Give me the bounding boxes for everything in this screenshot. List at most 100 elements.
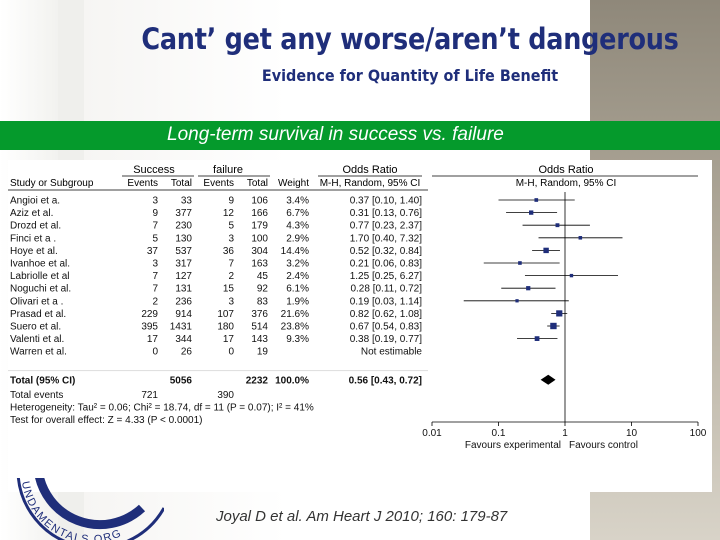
study-failure-events: 5	[228, 221, 234, 232]
header-success-total: Total	[171, 178, 192, 189]
study-success-events: 395	[141, 322, 158, 333]
logo-seal-arc	[16, 478, 164, 540]
overall-effect-text: Test for overall effect: Z = 4.33 (P < 0…	[10, 415, 203, 426]
study-name: Finci et a .	[10, 233, 56, 244]
header-method: M-H, Random, 95% CI	[320, 178, 421, 189]
study-ci: 0.77 [0.23, 2.37]	[350, 221, 423, 232]
study-success-total: 317	[175, 259, 192, 270]
study-name: Ivanhoe et al.	[10, 259, 70, 270]
study-ci: 0.28 [0.11, 0.72]	[350, 284, 422, 295]
study-weight: 2.9%	[286, 233, 309, 244]
favours-experimental-label: Favours experimental	[465, 440, 561, 451]
study-failure-events: 15	[223, 284, 235, 295]
slide-title: Cant’ get any worse/aren’t dangerous	[141, 22, 679, 56]
study-success-total: 131	[175, 284, 192, 295]
study-name: Drozd et al.	[10, 221, 61, 232]
study-name: Suero et al.	[10, 322, 61, 333]
study-name: Prasad et al.	[10, 309, 66, 320]
study-failure-events: 0	[228, 347, 234, 358]
point-estimate	[543, 247, 549, 254]
header-odds-ratio-plot: Odds Ratio	[538, 164, 593, 176]
study-ci: 0.82 [0.62, 1.08]	[350, 309, 423, 320]
study-weight: 4.3%	[286, 221, 309, 232]
study-success-events: 2	[152, 296, 158, 307]
study-ci: 0.67 [0.54, 0.83]	[350, 322, 423, 333]
study-failure-events: 17	[223, 334, 235, 345]
slide-subtitle: Evidence for Quantity of Life Benefit	[261, 66, 559, 85]
study-ci: 0.37 [0.10, 1.40]	[350, 196, 423, 207]
study-failure-events: 36	[223, 246, 235, 257]
header-weight: Weight	[278, 178, 309, 189]
heterogeneity-text: Heterogeneity: Tau² = 0.06; Chi² = 18.74…	[10, 403, 314, 414]
x-tick-label: 1	[562, 428, 568, 439]
study-failure-total: 179	[251, 221, 268, 232]
study-failure-total: 106	[251, 196, 268, 207]
study-ci: 1.25 [0.25, 6.27]	[350, 271, 423, 282]
study-success-events: 229	[141, 309, 158, 320]
study-success-events: 7	[152, 221, 158, 232]
total-name: Total (95% CI)	[10, 375, 75, 386]
study-failure-total: 83	[257, 296, 269, 307]
banner: Long-term survival in success vs. failur…	[0, 121, 720, 150]
study-weight: 6.7%	[286, 208, 309, 219]
study-name: Hoye et al.	[10, 246, 58, 257]
study-failure-events: 9	[228, 196, 234, 207]
study-weight: 21.6%	[281, 309, 309, 320]
study-success-total: 1431	[170, 322, 193, 333]
study-name: Warren et al.	[10, 347, 67, 358]
study-success-total: 236	[175, 296, 192, 307]
study-name: Noguchi et al.	[10, 284, 71, 295]
study-success-events: 9	[152, 208, 158, 219]
study-failure-total: 166	[251, 208, 268, 219]
study-ci: 1.70 [0.40, 7.32]	[350, 233, 423, 244]
point-estimate	[556, 310, 563, 317]
point-estimate	[578, 236, 583, 240]
study-success-events: 7	[152, 271, 158, 282]
study-failure-total: 304	[251, 246, 268, 257]
header-failure-events: Events	[203, 178, 234, 189]
point-estimate	[534, 336, 540, 341]
x-tick-label: 0.1	[492, 428, 506, 439]
forest-plot-figure: Success failure Odds Ratio Odds Ratio St…	[8, 160, 712, 492]
point-estimate	[529, 210, 534, 215]
summary-diamond	[540, 374, 556, 385]
study-failure-total: 92	[257, 284, 269, 295]
point-estimate	[526, 286, 531, 291]
study-success-events: 0	[152, 347, 158, 358]
header-plot-method: M-H, Random, 95% CI	[516, 178, 617, 189]
point-estimate	[550, 322, 557, 330]
study-success-events: 3	[152, 259, 158, 270]
point-estimate	[534, 198, 539, 202]
study-name: Olivari et a .	[10, 296, 63, 307]
total-events-failure: 390	[217, 390, 234, 401]
study-failure-events: 107	[217, 309, 234, 320]
study-failure-total: 19	[257, 347, 269, 358]
study-failure-events: 2	[228, 271, 234, 282]
point-estimate	[569, 273, 574, 278]
study-weight: 3.2%	[286, 259, 309, 270]
study-success-total: 344	[175, 334, 192, 345]
study-weight: 14.4%	[281, 246, 309, 257]
study-success-total: 127	[175, 271, 192, 282]
study-success-total: 377	[175, 208, 192, 219]
study-success-events: 17	[147, 334, 159, 345]
study-success-events: 5	[152, 233, 158, 244]
study-name: Angioi et a.	[10, 196, 60, 207]
study-name: Labriolle et al	[10, 271, 69, 282]
point-estimate	[518, 261, 522, 265]
study-failure-total: 376	[251, 309, 268, 320]
study-weight: 23.8%	[281, 322, 309, 333]
study-success-total: 914	[175, 309, 192, 320]
study-success-total: 33	[181, 196, 193, 207]
study-ci: Not estimable	[361, 347, 423, 358]
study-failure-total: 514	[251, 322, 268, 333]
study-failure-total: 163	[251, 259, 268, 270]
study-failure-events: 3	[228, 296, 234, 307]
x-tick-label: 0.01	[422, 428, 442, 439]
study-ci: 0.21 [0.06, 0.83]	[350, 259, 423, 270]
banner-text: Long-term survival in success vs. failur…	[167, 124, 504, 145]
logo-seal: UNDAMENTALS.ORG	[16, 478, 164, 540]
study-weight: 2.4%	[286, 271, 309, 282]
study-success-total: 130	[175, 233, 192, 244]
study-weight: 1.9%	[286, 296, 309, 307]
